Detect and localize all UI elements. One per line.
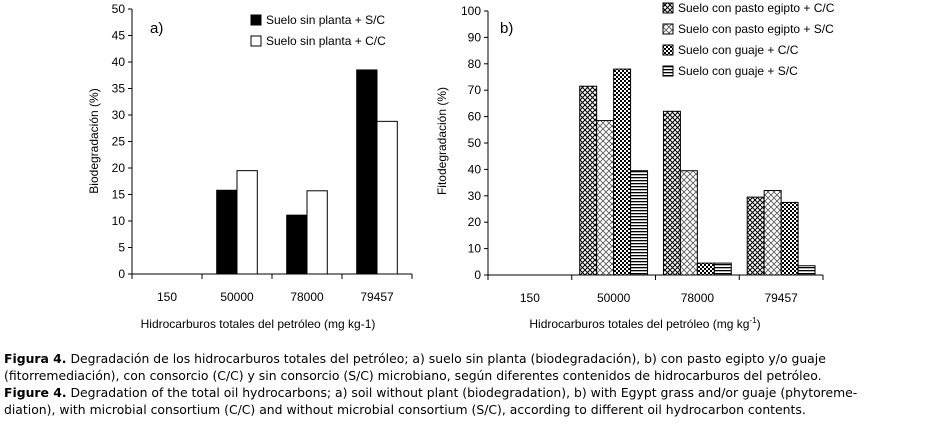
chart-a-x-tick-label: 79457 [360,290,394,304]
caption-es-text-1: Degradación de los hidrocarburos totales… [70,351,826,366]
caption-es-line-1: Figura 4. Degradación de los hidrocarbur… [4,350,935,367]
chart-b-legend-label-3: Suelo con guaje + C/C [678,43,799,57]
chart-a-y-tick-label: 35 [112,82,126,96]
chart-b-bar-s1-78000 [662,110,681,276]
chart-a-y-ticks: 0 5 10 15 20 25 30 35 40 45 50 [112,2,132,281]
figure-caption: Figura 4. Degradación de los hidrocarbur… [4,350,935,418]
chart-a-x-tick-label: 50000 [220,290,254,304]
chart-b-y-axis-label: Fitodegradación (%) [435,87,449,195]
chart-b-y-tick-label: 40 [468,162,482,176]
chart-a-y-tick-label: 45 [112,29,126,43]
chart-a-bar-s2-79457 [376,120,398,275]
chart-a-x-tick-label: 78000 [290,290,324,304]
chart-b-legend-swatch-2 [662,23,674,35]
chart-a-y-tick-label: 10 [112,214,126,228]
chart-b-bar-s2-50000 [596,120,615,276]
chart-b-bar-s4-78000 [713,262,732,276]
chart-b-y-tick-label: 30 [468,189,482,203]
chart-b-legend-label-2: Suelo con pasto egipto + S/C [678,22,834,36]
chart-a-y-tick-label: 0 [118,267,125,281]
chart-a-x-axis-label: Hidrocarburos totales del petróleo (mg k… [141,317,376,331]
chart-b-x-tick-label: 78000 [681,291,715,305]
chart-b-bar-s4-50000 [630,170,649,276]
chart-b-x-axis-label-sup: -1 [749,316,757,325]
chart-b-legend-label-4: Suelo con guaje + S/C [678,64,798,78]
caption-es-line-2: (fitorremediación), con consorcio (C/C) … [4,367,935,384]
chart-b-x-axis-label-tail: ) [757,317,761,331]
chart-b-y-tick-label: 10 [468,242,482,256]
chart-b-bar-s2-78000 [679,170,698,276]
chart-b-panel-label: b) [500,20,513,37]
chart-b-y-tick-label: 60 [468,110,482,124]
chart-a-y-tick-label: 50 [112,2,126,16]
chart-b-legend: Suelo con pasto egipto + C/C Suelo con pa… [662,1,835,78]
chart-a-bar-s1-79457 [356,69,378,275]
chart-b-bar-s3-79457 [780,201,799,276]
chart-b-bars [579,68,816,276]
chart-a-bar-s2-50000 [236,170,258,275]
chart-b-y-tick-label: 100 [461,4,481,18]
chart-b-x-tick-label: 50000 [597,291,631,305]
caption-es-label: Figura 4. [4,351,67,366]
chart-b-x-axis-label: Hidrocarburos totales del petróleo (mg k… [529,316,760,331]
chart-b-bar-s1-79457 [746,196,765,276]
chart-a-y-tick-label: 5 [118,241,125,255]
chart-a-y-axis-label: Biodegradación (%) [87,88,101,193]
chart-b-y-tick-label: 20 [468,215,482,229]
chart-a-y-tick-label: 25 [112,135,126,149]
chart-a-y-tick-label: 15 [112,188,126,202]
chart-b-bar-s3-50000 [613,68,632,276]
chart-b-phytodegradation: 0 10 20 30 40 50 60 70 80 90 100 150 50000 78000 7945… [435,1,835,331]
chart-a-y-tick-label: 20 [112,161,126,175]
caption-es-text-2: (fitorremediación), con consorcio (C/C) … [4,368,822,383]
chart-b-bar-s3-78000 [696,262,715,276]
chart-b-x-tick-label: 79457 [764,291,798,305]
chart-b-y-tick-label: 90 [468,30,482,44]
caption-en-line-1: Figure 4. Degradation of the total oil h… [4,384,935,401]
chart-a-panel-label: a) [150,20,163,37]
chart-a-legend-label-1: Suelo sin planta + S/C [266,13,385,27]
chart-b-y-ticks: 0 10 20 30 40 50 60 70 80 90 100 [461,4,488,282]
chart-a-y-tick-label: 40 [112,55,126,69]
chart-a-bars [216,69,398,275]
chart-a-bar-s1-50000 [216,189,238,275]
chart-b-x-axis-label-main: Hidrocarburos totales del petróleo (mg k… [529,317,749,331]
chart-b-legend-swatch-3 [662,44,674,56]
chart-b-y-tick-label: 0 [474,268,481,282]
chart-a-legend-label-2: Suelo sin planta + C/C [266,34,386,48]
caption-en-text-1: Degradation of the total oil hydrocarbon… [70,385,858,400]
chart-a-legend-swatch-2 [250,35,262,47]
chart-a-x-tick-label: 150 [157,290,177,304]
chart-a-bar-s1-78000 [286,214,308,275]
chart-b-y-tick-label: 50 [468,136,482,150]
chart-b-y-tick-label: 70 [468,83,482,97]
chart-b-x-ticks: 150 50000 78000 79457 [487,275,824,305]
chart-a-legend-swatch-1 [250,14,262,26]
chart-a-bar-s2-78000 [306,190,328,275]
chart-b-legend-label-1: Suelo con pasto egipto + C/C [678,1,835,15]
caption-en-line-2: diation), with microbial consortium (C/C… [4,401,935,418]
chart-b-x-tick-label: 150 [520,291,540,305]
chart-b-bar-s4-79457 [797,265,816,276]
caption-en-label: Figure 4. [4,385,67,400]
chart-b-legend-swatch-1 [662,2,674,14]
chart-b-y-tick-label: 80 [468,57,482,71]
caption-en-text-2: diation), with microbial consortium (C/C… [4,402,806,417]
chart-a-x-ticks: 150 50000 78000 79457 [131,274,413,304]
chart-a-y-tick-label: 30 [112,108,126,122]
chart-a-legend: Suelo sin planta + S/C Suelo sin planta +… [250,13,386,48]
chart-b-legend-swatch-4 [662,65,674,77]
chart-b-bar-s1-50000 [579,85,598,276]
chart-b-bar-s2-79457 [763,190,782,276]
